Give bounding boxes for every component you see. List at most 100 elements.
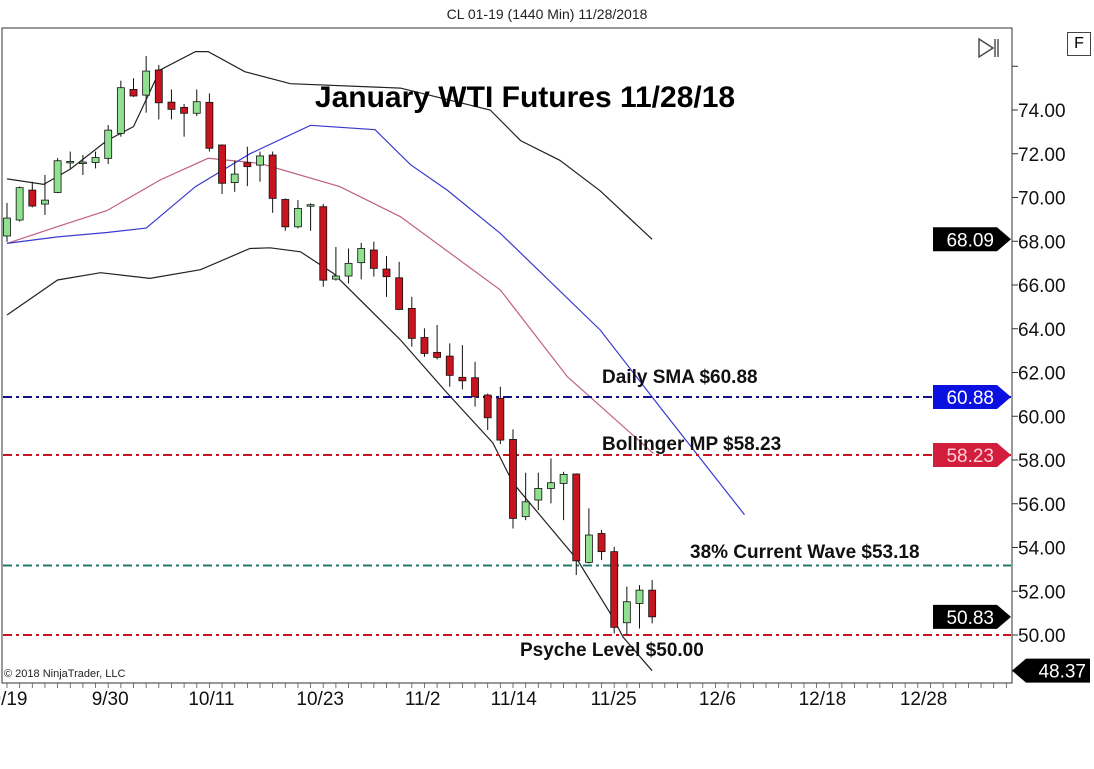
candle	[547, 458, 555, 504]
candle	[41, 174, 49, 215]
candle	[53, 158, 62, 194]
price-tag-shape	[933, 227, 1011, 252]
copyright: © 2018 NinjaTrader, LLC	[4, 668, 125, 680]
candle	[344, 248, 353, 284]
candle-body	[610, 551, 619, 628]
indicator-lines	[6, 50, 745, 672]
candle-body	[534, 488, 543, 501]
candle-body	[458, 376, 467, 382]
candle	[192, 89, 201, 117]
candle-body	[256, 155, 264, 166]
candle	[3, 202, 11, 242]
price-tag: 50.83	[933, 604, 1011, 629]
candle-body	[521, 501, 530, 518]
candle	[559, 471, 568, 521]
y-tick-label: 60.00	[1018, 407, 1066, 428]
candle-body	[281, 199, 290, 228]
candle-body	[597, 533, 606, 553]
candle-body	[129, 89, 138, 97]
candle	[369, 241, 378, 277]
price-tag-shape	[933, 442, 1011, 467]
candle-body	[15, 187, 24, 221]
y-tick-label: 72.00	[1018, 145, 1066, 166]
candle	[420, 328, 429, 357]
candle-body	[319, 206, 328, 281]
price-tag-label: 48.37	[1038, 662, 1086, 683]
candle	[483, 393, 492, 431]
candle	[154, 64, 163, 120]
candle	[79, 155, 87, 175]
candle-body	[496, 397, 505, 441]
candle-body	[622, 601, 631, 624]
y-tick-label: 66.00	[1018, 276, 1066, 297]
candle-body	[104, 129, 113, 159]
f-button[interactable]: F	[1067, 32, 1091, 56]
candle	[572, 473, 581, 576]
candle	[648, 580, 657, 624]
price-tag-label: 50.83	[946, 608, 994, 629]
candle	[610, 546, 619, 634]
candle	[205, 93, 214, 152]
y-tick-label: 50.00	[1018, 626, 1066, 647]
candle	[382, 256, 391, 297]
candle-body	[3, 217, 11, 237]
candle	[230, 160, 239, 192]
candle	[116, 80, 125, 137]
candle-body	[180, 106, 189, 114]
candle-body	[559, 474, 568, 484]
candles	[3, 55, 657, 635]
price-tag: 48.37	[1012, 658, 1090, 683]
candle-body	[79, 161, 87, 164]
candle	[445, 343, 454, 387]
candle	[294, 200, 302, 229]
x-tick-label: 10/23	[296, 689, 344, 710]
candle-body	[66, 161, 75, 164]
candle	[268, 151, 277, 213]
candle	[167, 89, 176, 120]
candle-body	[420, 337, 429, 354]
candle-body	[395, 277, 404, 310]
candle	[597, 530, 606, 560]
candle-body	[154, 69, 163, 104]
price-tag-label: 68.09	[946, 230, 994, 251]
y-tick-label: 52.00	[1018, 582, 1066, 603]
x-tick-label: 12/18	[799, 689, 847, 710]
candle-body	[572, 473, 581, 562]
y-tick-label: 56.00	[1018, 495, 1066, 516]
lower-band	[6, 247, 653, 672]
candle	[471, 361, 479, 407]
x-tick-label: 11/14	[491, 689, 538, 710]
candle-body	[268, 154, 277, 199]
candle-body	[445, 355, 454, 376]
y-tick-label: 68.00	[1018, 232, 1066, 253]
candle-body	[294, 208, 302, 228]
candle-body	[471, 377, 479, 398]
price-tags: 68.09 50.83 48.37 60.88 58.23	[933, 227, 1090, 683]
price-tag-shape	[1012, 658, 1090, 683]
play-end-icon[interactable]	[976, 36, 1000, 60]
x-tick-label: 12/28	[900, 689, 948, 710]
candle	[622, 586, 631, 635]
candle	[218, 144, 226, 194]
candle-body	[167, 101, 176, 110]
candle	[129, 78, 138, 97]
candle	[142, 55, 151, 113]
candle-body	[357, 248, 366, 264]
candle	[66, 151, 75, 169]
price-tag: 60.88	[933, 385, 1011, 409]
candle	[509, 429, 517, 529]
upper-band	[6, 50, 653, 240]
candle-body	[306, 204, 315, 207]
x-tick-label: 11/2	[405, 689, 441, 710]
candle-body	[192, 101, 201, 114]
price-tag-label: 60.88	[946, 388, 994, 409]
candle	[28, 181, 37, 208]
candle	[585, 508, 593, 564]
candle	[331, 246, 340, 281]
candle-body	[509, 439, 517, 519]
x-tick-label: 12/6	[699, 689, 736, 710]
level-annotation: Daily SMA $60.88	[602, 367, 758, 388]
price-tag-shape	[933, 385, 1011, 409]
y-axis: 74.00 72.00 70.00 68.00 66.00 64.00 62.00 60.00…	[1011, 30, 1066, 683]
